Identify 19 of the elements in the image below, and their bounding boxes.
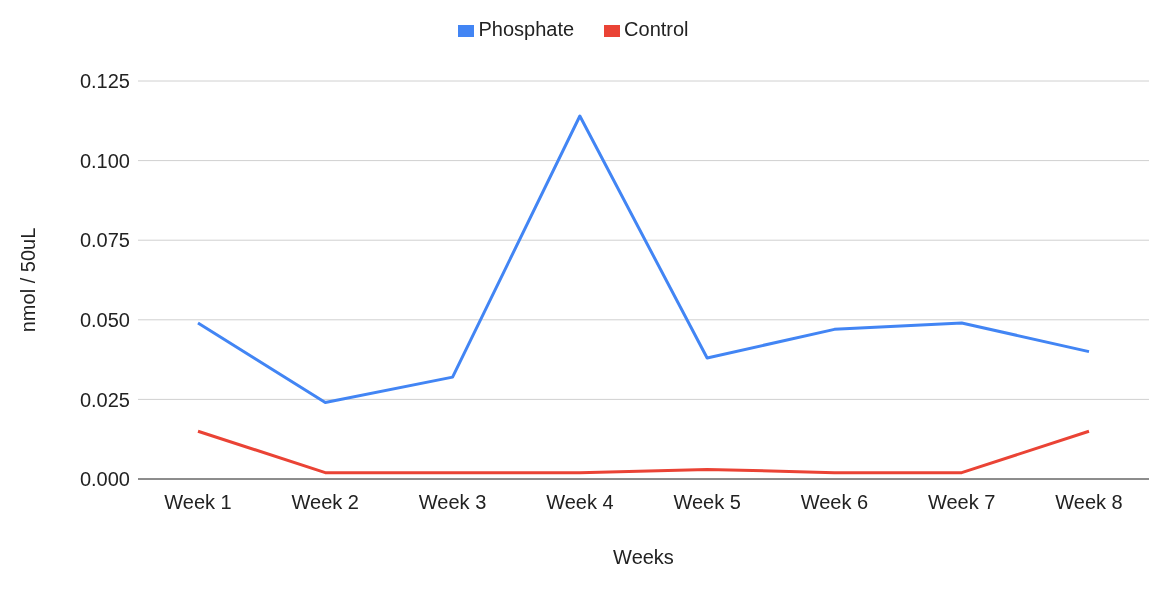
x-tick-label: Week 5 bbox=[673, 491, 741, 514]
y-tick-label: 0.025 bbox=[79, 388, 130, 411]
y-tick-label: 0.075 bbox=[79, 229, 130, 252]
x-tick-label: Week 1 bbox=[164, 491, 232, 514]
y-tick-label: 0.100 bbox=[79, 149, 130, 172]
y-tick-label: 0.000 bbox=[79, 468, 130, 491]
x-tick-label: Week 2 bbox=[291, 491, 360, 514]
x-tick-label: Week 7 bbox=[927, 491, 996, 514]
y-tick-label: 0.125 bbox=[79, 70, 130, 93]
x-axis-title: Weeks bbox=[613, 546, 674, 568]
legend-label: Control bbox=[624, 18, 689, 40]
x-tick-label: Week 8 bbox=[1055, 491, 1123, 514]
line-series bbox=[196, 114, 1091, 405]
x-tick-label: Week 6 bbox=[800, 491, 869, 514]
y-tick-label: 0.050 bbox=[79, 308, 130, 331]
x-tick-label: Week 4 bbox=[546, 491, 614, 514]
legend-label: Phosphate bbox=[478, 18, 575, 40]
y-axis-title: nmol / 50uL bbox=[17, 227, 40, 333]
x-tick-label: Week 3 bbox=[418, 491, 487, 514]
